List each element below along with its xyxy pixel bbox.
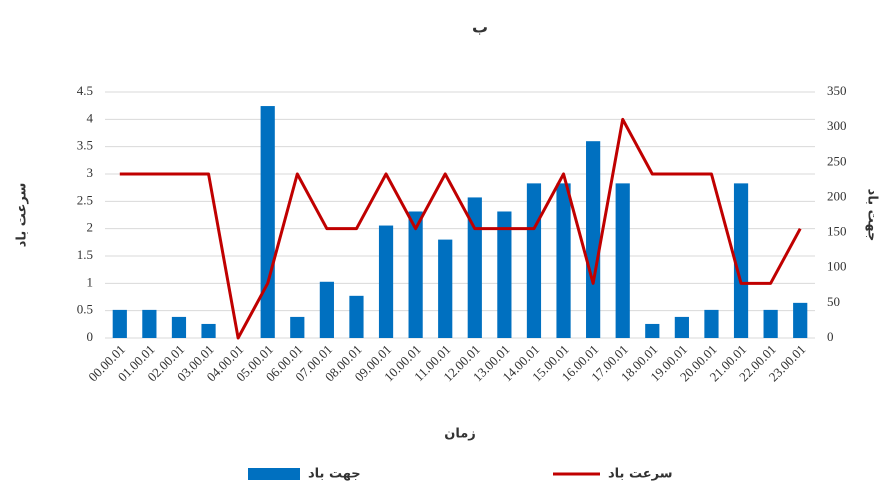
y2-axis-title: جهت باد: [865, 189, 880, 242]
bar: [526, 183, 542, 338]
y-tick-label: 1: [87, 274, 94, 289]
bar: [201, 323, 216, 338]
bar: [171, 316, 187, 338]
bar: [704, 309, 719, 338]
legend-label: جهت باد: [308, 467, 361, 482]
bar: [556, 183, 571, 338]
legend-swatch: [248, 468, 300, 480]
y2-tick-label: 300: [827, 118, 847, 133]
bar: [763, 309, 778, 338]
bar: [438, 239, 453, 338]
bar: [615, 183, 630, 338]
bar: [349, 295, 364, 338]
legend-label: سرعت باد: [608, 467, 672, 482]
y2-tick-label: 200: [827, 188, 847, 203]
bar: [408, 211, 423, 338]
line: [119, 117, 802, 340]
y2-tick-label: 100: [827, 259, 847, 274]
x-axis-title: زمان: [444, 427, 476, 442]
bar: [467, 197, 482, 338]
y-tick-label: 4.5: [77, 83, 93, 98]
bar: [674, 316, 689, 338]
y-tick-label: 0: [87, 329, 94, 344]
bar: [290, 316, 305, 338]
y-tick-label: 1.5: [77, 247, 93, 262]
y2-tick-label: 350: [827, 83, 847, 98]
bar: [733, 183, 749, 338]
y-tick-label: 3: [87, 165, 94, 180]
y2-tick-label: 250: [827, 153, 847, 168]
bar: [260, 106, 275, 338]
chart-title: ب: [472, 18, 488, 37]
y-axis-title: سرعت باد: [15, 183, 30, 247]
bar: [793, 302, 808, 338]
y2-tick-label: 150: [827, 224, 847, 239]
y-tick-label: 0.5: [77, 302, 93, 317]
y2-tick-label: 0: [827, 329, 834, 344]
bar: [378, 225, 394, 338]
y2-tick-label: 50: [827, 294, 840, 309]
bar: [142, 309, 157, 338]
bar: [645, 323, 660, 338]
bar: [586, 141, 601, 338]
bar: [497, 211, 512, 338]
y-tick-label: 4: [87, 110, 94, 125]
y-tick-label: 3.5: [77, 138, 93, 153]
bar: [112, 309, 127, 338]
y-tick-label: 2: [87, 220, 94, 235]
y-tick-label: 2.5: [77, 192, 93, 207]
bar: [319, 281, 334, 338]
